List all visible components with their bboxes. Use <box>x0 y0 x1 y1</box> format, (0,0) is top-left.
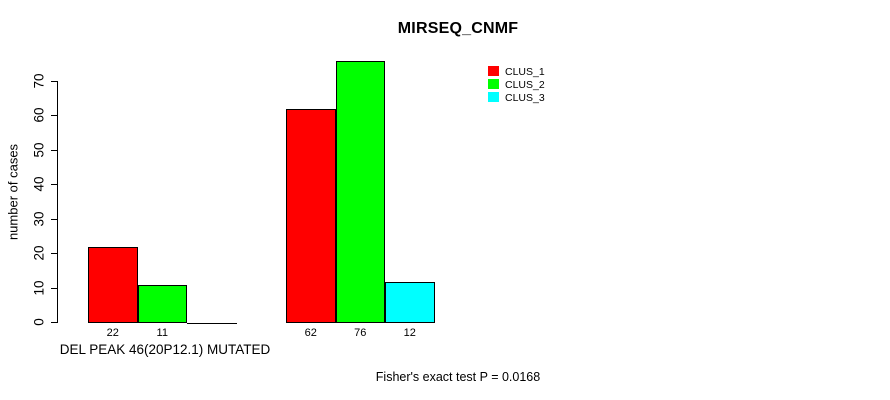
bar-value-label: 22 <box>106 327 119 339</box>
legend-swatch-clus_3 <box>488 92 499 103</box>
y-tick <box>51 253 57 254</box>
y-axis-title: number of cases <box>5 143 21 241</box>
bar-clus_1-group1 <box>88 247 138 323</box>
bar-value-label: 76 <box>354 327 367 339</box>
y-tick <box>51 322 57 323</box>
bar-clus_3-group2 <box>385 282 435 323</box>
footnote-pvalue: Fisher's exact test P = 0.0168 <box>375 370 541 384</box>
x-axis-label: DEL PEAK 46(20P12.1) MUTATED <box>59 342 271 357</box>
legend-label-clus_1: CLUS_1 <box>505 65 545 78</box>
y-tick <box>51 288 57 289</box>
y-tick <box>51 150 57 151</box>
y-tick <box>51 219 57 220</box>
y-tick-label: 70 <box>31 73 47 89</box>
legend-swatch-clus_2 <box>488 78 499 89</box>
y-tick-label: 30 <box>31 211 47 227</box>
bar-value-label: 11 <box>156 327 168 339</box>
y-tick <box>51 115 57 116</box>
bar-clus_1-group2 <box>286 109 336 323</box>
bar-value-label: 62 <box>304 327 317 339</box>
legend-label-clus_3: CLUS_3 <box>505 92 545 105</box>
chart-title: MIRSEQ_CNMF <box>397 20 519 37</box>
y-tick-label: 50 <box>31 142 47 158</box>
bar-value-label: 12 <box>403 327 416 339</box>
y-tick-label: 10 <box>31 280 47 296</box>
bar-clus_2-group1 <box>137 285 187 323</box>
bar-clus_3-group1 <box>187 323 237 324</box>
legend-swatch-clus_1 <box>488 65 499 76</box>
y-axis-line <box>57 81 58 323</box>
legend-label-clus_2: CLUS_2 <box>505 78 545 91</box>
y-tick-label: 40 <box>31 176 47 192</box>
y-tick <box>51 184 57 185</box>
bar-clus_2-group2 <box>335 61 385 323</box>
y-tick-label: 0 <box>31 318 47 326</box>
y-tick-label: 60 <box>31 107 47 123</box>
y-tick-label: 20 <box>31 245 47 261</box>
y-tick <box>51 81 57 82</box>
